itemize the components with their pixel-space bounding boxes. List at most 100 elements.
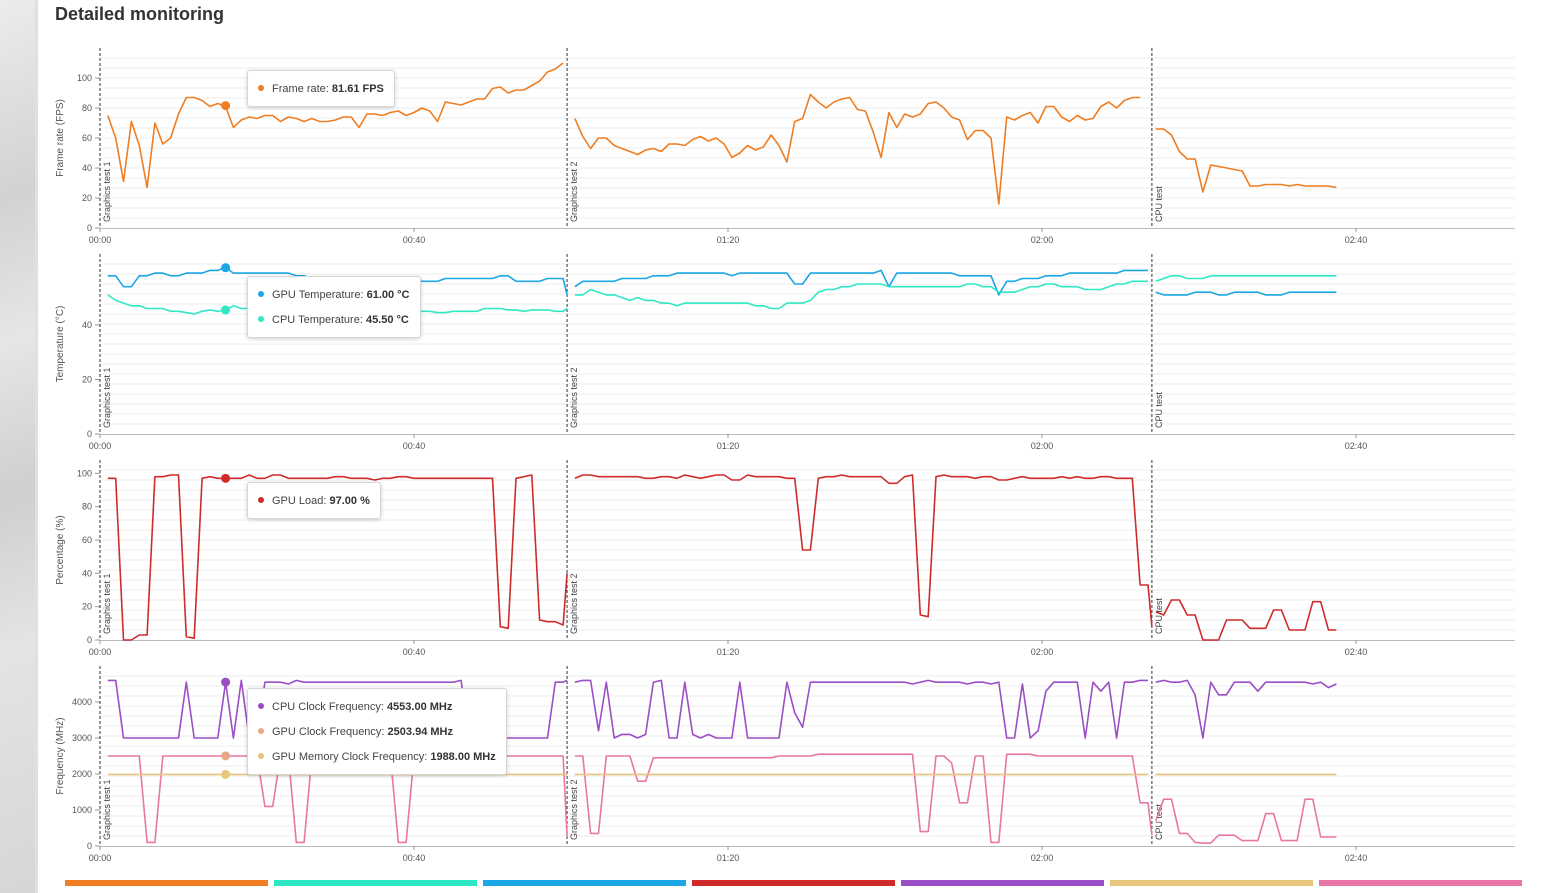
tooltip-row: CPU Clock Frequency: 4553.00 MHz [258,695,496,720]
x-tick-label: 02:40 [1345,441,1368,451]
test-marker-label: Graphics test 1 [102,779,112,840]
y-axis-label: Frequency (MHz) [55,717,66,794]
y-tick-label: 0 [87,223,92,233]
x-tick-label: 02:40 [1345,647,1368,657]
x-tick-label: 02:00 [1031,235,1054,245]
x-tick-label: 00:40 [403,235,426,245]
series-color-bar [1319,880,1522,886]
x-tick-label: 01:20 [717,441,740,451]
x-tick-label: 02:40 [1345,853,1368,863]
series-line [107,62,564,189]
y-tick-label: 80 [82,103,92,113]
test-marker-label: CPU test [1154,597,1164,634]
y-tick-label: 20 [82,374,92,384]
x-tick-label: 02:00 [1031,441,1054,451]
tooltip-value: 61.00 °C [366,289,410,301]
series-dot-icon [258,85,264,92]
series-line [574,474,1153,627]
y-axis-label: Frame rate (FPS) [55,99,66,177]
series-color-bar [274,880,477,886]
series-line [1155,679,1337,739]
series-line [574,93,1141,205]
y-tick-label: 4000 [72,697,92,707]
test-marker-label: Graphics test 1 [102,161,112,222]
series-dot-icon [258,497,264,504]
tooltip-row: GPU Load: 97.00 % [258,489,370,514]
series-line [574,269,1148,296]
tooltip-row: CPU Temperature: 45.50 °C [258,308,410,333]
x-tick-label: 00:00 [89,441,112,451]
chart-panel-2: 0 20 40 Temperature (°C) 00:00 00:40 01:20 02:0… [55,254,1515,451]
x-tick-label: 00:00 [89,235,112,245]
y-tick-label: 20 [82,602,92,612]
y-tick-label: 60 [82,133,92,143]
y-tick-label: 40 [82,320,92,330]
test-marker-label: CPU test [1154,185,1164,222]
series-color-bar [483,880,686,886]
left-background-strip [0,0,38,893]
series-color-bar [901,880,1104,886]
temperature-tooltip: GPU Temperature: 61.00 °C CPU Temperatur… [247,276,421,338]
hover-point [221,473,231,483]
test-marker-label: Graphics test 1 [102,367,112,428]
tooltip-row: Frame rate: 81.61 FPS [258,77,384,102]
test-marker-label: Graphics test 2 [569,367,579,428]
y-axis-label: Percentage (%) [55,515,66,584]
series-line [1155,274,1337,283]
x-tick-label: 02:00 [1031,853,1054,863]
series-line [574,280,1148,310]
y-tick-label: 1000 [72,805,92,815]
tooltip-label: CPU Temperature: [272,314,363,326]
hover-point [221,263,231,273]
x-tick-label: 01:20 [717,647,740,657]
series-color-bar [692,880,895,886]
test-marker-label: CPU test [1154,803,1164,840]
test-marker-label: CPU test [1154,391,1164,428]
series-line [1155,798,1337,844]
tooltip-row: GPU Temperature: 61.00 °C [258,283,410,308]
tooltip-value: 45.50 °C [365,314,409,326]
y-tick-label: 40 [82,163,92,173]
tooltip-value: 1988.00 MHz [430,751,496,763]
x-tick-label: 02:00 [1031,647,1054,657]
y-tick-label: 100 [77,468,92,478]
series-line [1155,599,1337,641]
series-line [107,474,568,641]
tooltip-label: Frame rate: [272,83,329,95]
series-dot-icon [258,316,264,323]
series-color-bar [65,880,268,886]
frame-rate-tooltip: Frame rate: 81.61 FPS [247,70,395,107]
y-tick-label: 40 [82,568,92,578]
x-tick-label: 00:00 [89,853,112,863]
x-tick-label: 01:20 [717,235,740,245]
x-tick-label: 00:40 [403,853,426,863]
x-tick-label: 02:40 [1345,235,1368,245]
series-dot-icon [258,753,264,760]
test-marker-label: Graphics test 2 [569,573,579,634]
y-tick-label: 0 [87,841,92,851]
frequency-tooltip: CPU Clock Frequency: 4553.00 MHz GPU Clo… [247,688,507,775]
gpu-load-tooltip: GPU Load: 97.00 % [247,482,381,519]
y-tick-label: 3000 [72,733,92,743]
chart-panel-1: 0 20 40 60 80 100 Frame rate (FPS) 00:00 00:40 01… [55,48,1515,245]
series-line [1155,128,1337,193]
test-marker-label: Graphics test 2 [569,779,579,840]
series-color-bar [1110,880,1313,886]
tooltip-label: GPU Memory Clock Frequency: [272,751,428,763]
tooltip-label: CPU Clock Frequency: [272,701,384,713]
y-tick-label: 60 [82,535,92,545]
test-marker-label: Graphics test 2 [569,161,579,222]
hover-point [221,101,231,111]
tooltip-row: GPU Memory Clock Frequency: 1988.00 MHz [258,745,496,770]
tooltip-value: 4553.00 MHz [386,701,453,713]
page-title: Detailed monitoring [55,4,225,24]
y-tick-label: 20 [82,193,92,203]
series-line [1155,291,1337,296]
x-tick-label: 01:20 [717,853,740,863]
hover-point [221,677,231,687]
x-tick-label: 00:00 [89,647,112,657]
series-dot-icon [258,291,264,298]
tooltip-value: 97.00 % [329,495,370,507]
y-tick-label: 2000 [72,769,92,779]
